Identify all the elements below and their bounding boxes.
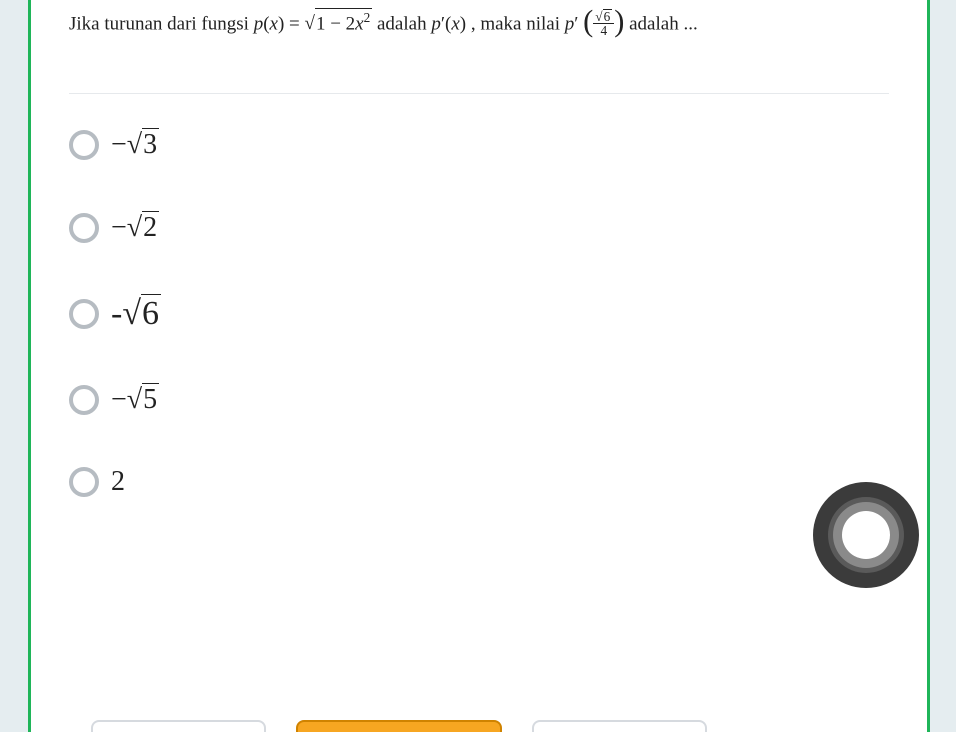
secondary-button[interactable] <box>532 720 707 732</box>
options-list: −√3 −√2 -√6 −√5 2 <box>31 94 927 498</box>
q-frac: √6 4 <box>593 9 614 38</box>
option-row[interactable]: 2 <box>69 466 889 498</box>
radical-icon: √ <box>122 295 141 333</box>
paren-open-icon: ( <box>583 11 593 32</box>
option-row[interactable]: -√6 <box>69 294 889 333</box>
secondary-button[interactable] <box>91 720 266 732</box>
q-value-prefix: , maka nilai <box>471 13 565 34</box>
q-frac-num: √6 <box>593 9 614 24</box>
radio-icon[interactable] <box>69 130 99 160</box>
q-deriv2: p′ <box>565 13 583 34</box>
question-area: Jika turunan dari fungsi p(x) = √1 − 2x2… <box>31 0 927 67</box>
q-sqrt: √1 − 2x2 <box>305 8 373 37</box>
q-prefix: Jika turunan dari fungsi <box>69 13 254 34</box>
option-row[interactable]: −√2 <box>69 211 889 244</box>
radio-icon[interactable] <box>69 299 99 329</box>
radical-icon: √ <box>595 10 602 23</box>
radio-icon[interactable] <box>69 385 99 415</box>
radical-icon: √ <box>127 212 142 244</box>
q-suffix: adalah ... <box>629 13 698 34</box>
radical-icon: √ <box>127 384 142 416</box>
option-row[interactable]: −√3 <box>69 128 889 161</box>
assistive-touch-icon[interactable] <box>811 480 921 590</box>
quiz-card: Jika turunan dari fungsi p(x) = √1 − 2x2… <box>28 0 930 732</box>
paren-close-icon: ) <box>614 11 624 32</box>
q-deriv: p′(x) <box>431 13 466 34</box>
radical-icon: √ <box>127 129 142 161</box>
option-label: -√6 <box>111 294 161 333</box>
option-row[interactable]: −√5 <box>69 383 889 416</box>
radio-icon[interactable] <box>69 467 99 497</box>
option-label: −√2 <box>111 211 159 244</box>
radical-icon: √ <box>305 11 315 37</box>
q-func-lhs: p(x) = <box>254 13 305 34</box>
bottom-actions <box>91 720 707 732</box>
option-label: −√3 <box>111 128 159 161</box>
q-sqrt-body: 1 − 2x2 <box>315 8 372 37</box>
primary-button[interactable] <box>296 720 502 732</box>
question-text: Jika turunan dari fungsi p(x) = √1 − 2x2… <box>69 8 889 39</box>
radio-icon[interactable] <box>69 213 99 243</box>
option-label: 2 <box>111 466 125 498</box>
q-mid: adalah <box>377 13 431 34</box>
option-label: −√5 <box>111 383 159 416</box>
q-frac-den: 4 <box>593 24 614 37</box>
